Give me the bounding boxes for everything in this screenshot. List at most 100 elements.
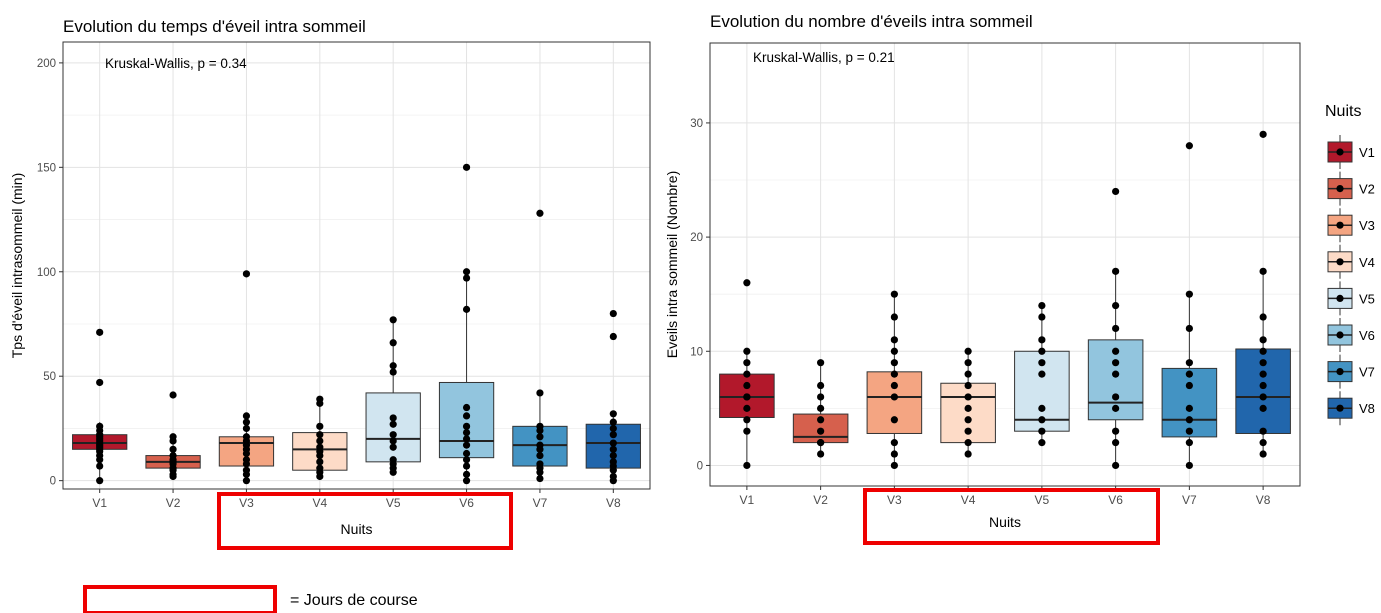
box-v7 (1161, 142, 1218, 470)
legend-item-v2: V2 (1327, 171, 1375, 206)
data-point (389, 414, 397, 422)
data-point (890, 393, 898, 401)
box-v1 (719, 279, 775, 470)
data-point (1112, 359, 1120, 367)
y-tick-label: 200 (37, 58, 56, 70)
data-point (462, 470, 471, 478)
box-v8 (585, 309, 641, 485)
legend-item-v7: V7 (1327, 354, 1375, 389)
data-point (536, 389, 544, 397)
data-point (462, 429, 471, 437)
data-point (1112, 404, 1120, 412)
data-point (536, 451, 544, 460)
y-axis-label: Eveils intra sommeil (Nombre) (664, 171, 680, 358)
data-point (609, 445, 617, 453)
data-point (817, 404, 825, 412)
data-point (964, 393, 972, 401)
data-point (1112, 324, 1120, 333)
legend-key-point (1336, 185, 1344, 193)
data-point (462, 441, 471, 449)
plot-area (63, 42, 650, 489)
box-body (1161, 367, 1218, 438)
legend-key-point (1336, 148, 1344, 156)
data-point (890, 336, 898, 344)
legend-label: V7 (1359, 365, 1375, 380)
x-tick-label: V1 (740, 493, 755, 507)
data-point (1259, 427, 1267, 435)
data-point (743, 359, 751, 367)
data-point (389, 339, 397, 347)
data-point (96, 477, 104, 485)
data-point (1185, 290, 1193, 298)
data-point (536, 474, 544, 483)
data-point (316, 443, 324, 451)
data-point (1038, 404, 1046, 412)
data-point (242, 456, 251, 464)
data-point (890, 370, 898, 378)
legend-label: V3 (1359, 218, 1375, 233)
data-point (1112, 393, 1120, 401)
data-point (1259, 347, 1267, 355)
data-point (1112, 461, 1120, 470)
chart-title: Evolution du nombre d'éveils intra somme… (710, 12, 1033, 31)
x-tick-label: V5 (386, 496, 401, 510)
legend-key-point (1336, 404, 1344, 412)
legend-item-v3: V3 (1327, 208, 1375, 243)
data-point (817, 450, 825, 458)
data-point (169, 433, 177, 441)
x-tick-label: V8 (606, 496, 621, 510)
legend-label: V4 (1359, 255, 1375, 270)
x-axis-label: Nuits (341, 521, 373, 537)
data-point (1259, 381, 1267, 390)
y-tick-label: 0 (697, 460, 703, 472)
x-tick-label: V2 (166, 496, 181, 510)
legend-label: V5 (1359, 291, 1375, 306)
legend-item-v8: V8 (1327, 391, 1375, 426)
data-point (609, 451, 617, 460)
y-tick-label: 100 (37, 267, 56, 279)
data-point (462, 422, 471, 430)
data-point (1259, 336, 1267, 344)
data-point (890, 461, 898, 470)
data-point (462, 477, 471, 485)
data-point (817, 393, 825, 401)
data-point (316, 422, 324, 430)
data-point (389, 456, 397, 464)
x-tick-label: V6 (459, 496, 474, 510)
data-point (1185, 324, 1193, 333)
legend-key-point (1336, 368, 1344, 376)
data-point (743, 461, 751, 470)
legend-key-point (1336, 294, 1344, 302)
data-point (1112, 267, 1120, 275)
y-tick-label: 50 (43, 371, 56, 383)
data-point (1038, 370, 1046, 378)
box-body (866, 371, 923, 434)
box-v3 (866, 290, 923, 470)
data-point (964, 370, 972, 378)
data-point (743, 416, 751, 424)
data-point (462, 435, 471, 443)
data-point (817, 416, 825, 424)
y-tick-label: 10 (690, 346, 703, 358)
x-axis-label: Nuits (989, 514, 1021, 530)
box-v7 (512, 209, 568, 483)
data-point (890, 439, 898, 447)
data-point (817, 427, 825, 435)
data-point (316, 437, 324, 445)
data-point (609, 418, 617, 426)
data-point (964, 439, 972, 447)
box-v2 (792, 359, 849, 458)
data-point (609, 332, 617, 341)
data-point (1112, 302, 1120, 310)
data-point (536, 441, 544, 449)
data-point (536, 460, 544, 468)
y-tick-label: 150 (37, 162, 56, 174)
data-point (389, 437, 397, 445)
x-tick-label: V5 (1035, 493, 1050, 507)
data-point (316, 431, 324, 439)
data-point (964, 427, 972, 435)
data-point (1259, 393, 1267, 401)
data-point (609, 431, 617, 439)
data-point (1185, 439, 1193, 447)
